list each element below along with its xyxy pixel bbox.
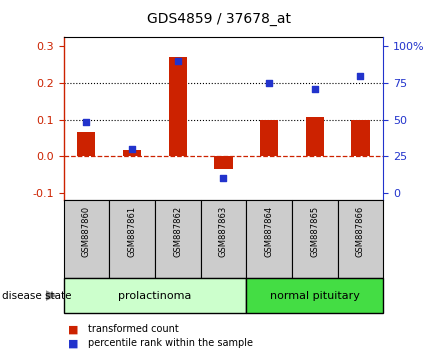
Point <box>83 120 90 125</box>
Point <box>265 80 272 86</box>
Bar <box>246 278 383 313</box>
Point <box>220 175 227 181</box>
Text: GSM887863: GSM887863 <box>219 206 228 257</box>
Point <box>311 86 318 92</box>
Bar <box>351 120 370 156</box>
Text: transformed count: transformed count <box>88 324 178 334</box>
Bar <box>201 200 246 278</box>
Bar <box>109 200 155 278</box>
Polygon shape <box>46 290 57 301</box>
Text: GSM887866: GSM887866 <box>356 206 365 257</box>
Bar <box>214 156 233 169</box>
Bar <box>338 200 383 278</box>
Bar <box>155 200 201 278</box>
Text: ■: ■ <box>68 324 78 334</box>
Text: ■: ■ <box>68 338 78 348</box>
Point <box>128 146 135 152</box>
Bar <box>246 200 292 278</box>
Bar <box>123 149 141 156</box>
Text: percentile rank within the sample: percentile rank within the sample <box>88 338 253 348</box>
Bar <box>306 117 324 156</box>
Bar <box>292 200 338 278</box>
Point <box>357 73 364 79</box>
Text: GSM887860: GSM887860 <box>82 206 91 257</box>
Bar <box>64 200 109 278</box>
Text: disease state: disease state <box>2 291 72 301</box>
Point <box>174 58 181 64</box>
Text: GSM887861: GSM887861 <box>127 206 137 257</box>
Text: GSM887865: GSM887865 <box>310 206 319 257</box>
Text: normal pituitary: normal pituitary <box>270 291 360 301</box>
Text: prolactinoma: prolactinoma <box>118 291 191 301</box>
Bar <box>260 120 278 156</box>
Text: GDS4859 / 37678_at: GDS4859 / 37678_at <box>147 12 291 27</box>
Bar <box>64 278 246 313</box>
Bar <box>77 132 95 156</box>
Text: GSM887864: GSM887864 <box>265 206 274 257</box>
Text: GSM887862: GSM887862 <box>173 206 182 257</box>
Bar <box>169 57 187 156</box>
